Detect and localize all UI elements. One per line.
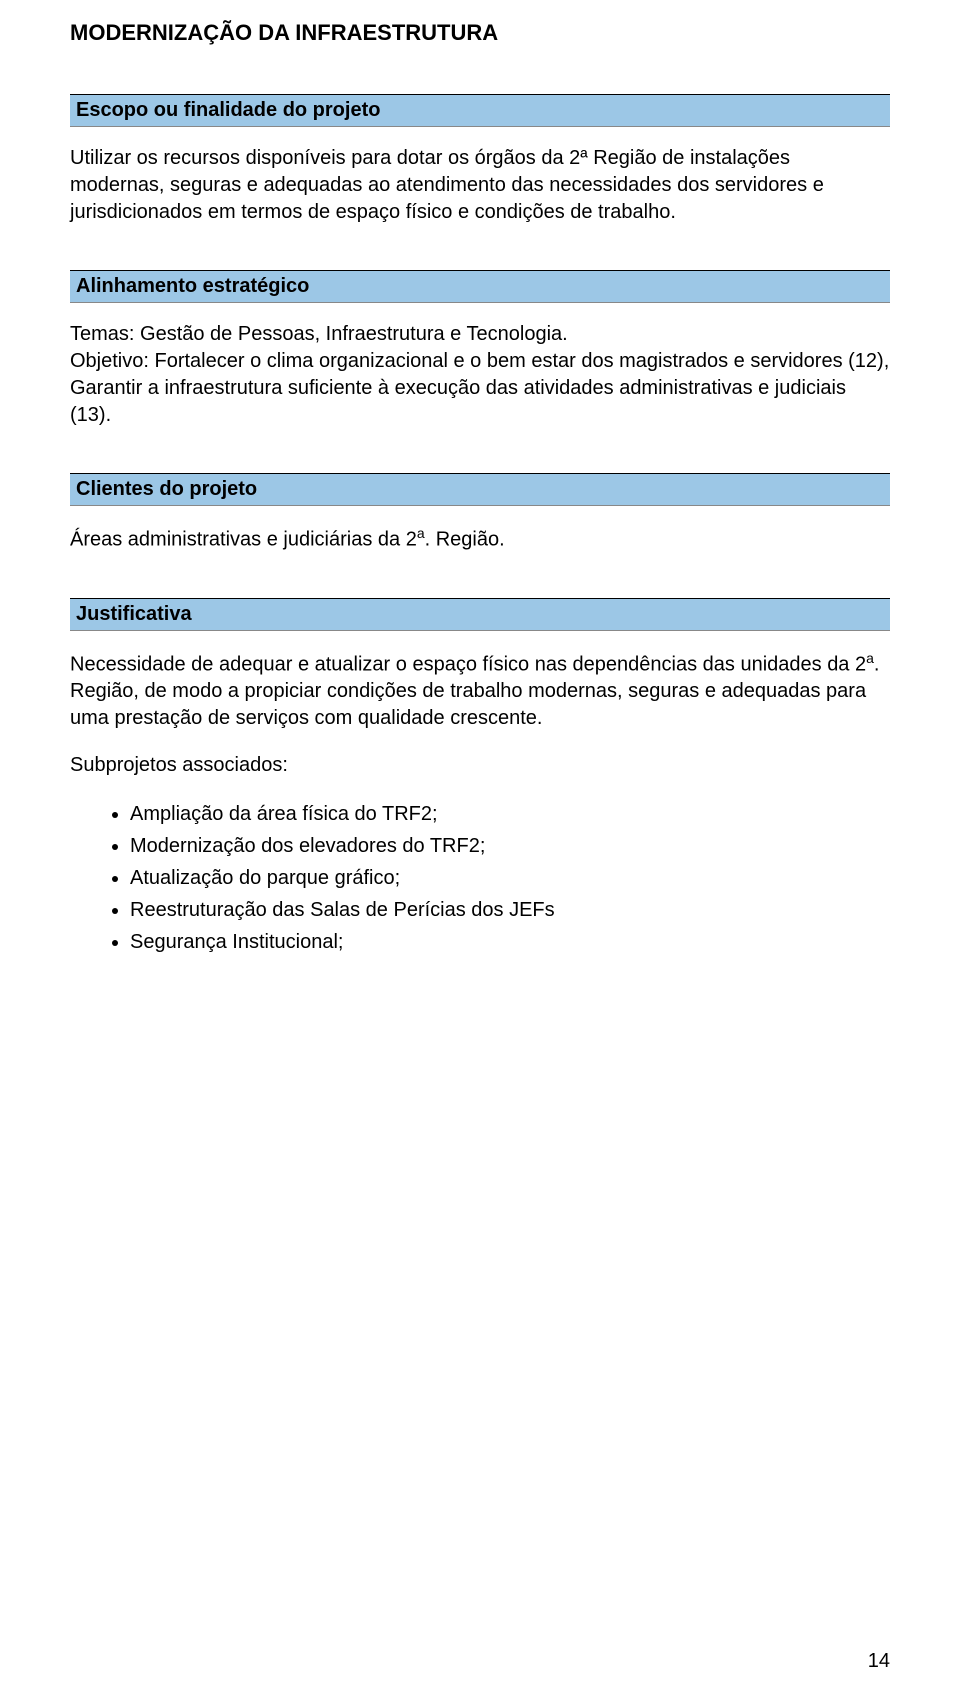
justificativa-para1: Necessidade de adequar e atualizar o esp… — [70, 649, 890, 733]
clientes-sup: a — [417, 525, 425, 541]
section-header-escopo: Escopo ou finalidade do projeto — [70, 94, 890, 127]
alinhamento-body: Temas: Gestão de Pessoas, Infraestrutura… — [70, 321, 890, 429]
justificativa-para1-pre: Necessidade de adequar e atualizar o esp… — [70, 653, 866, 675]
list-item: Reestruturação das Salas de Perícias dos… — [130, 895, 890, 925]
list-item: Segurança Institucional; — [130, 927, 890, 957]
subprojetos-list: Ampliação da área física do TRF2; Modern… — [70, 799, 890, 957]
section-header-justificativa: Justificativa — [70, 598, 890, 631]
section-header-alinhamento: Alinhamento estratégico — [70, 270, 890, 303]
page-number: 14 — [868, 1650, 890, 1673]
justificativa-para2: Subprojetos associados: — [70, 752, 890, 779]
justificativa-sup: a — [866, 650, 874, 666]
clientes-body-post: . Região. — [425, 529, 505, 551]
section-header-clientes: Clientes do projeto — [70, 473, 890, 506]
clientes-body: Áreas administrativas e judiciárias da 2… — [70, 524, 890, 554]
list-item: Ampliação da área física do TRF2; — [130, 799, 890, 829]
escopo-body: Utilizar os recursos disponíveis para do… — [70, 145, 890, 226]
page: MODERNIZAÇÃO DA INFRAESTRUTURA Escopo ou… — [0, 0, 960, 1697]
list-item: Atualização do parque gráfico; — [130, 863, 890, 893]
main-title: MODERNIZAÇÃO DA INFRAESTRUTURA — [70, 20, 890, 46]
list-item: Modernização dos elevadores do TRF2; — [130, 831, 890, 861]
clientes-body-pre: Áreas administrativas e judiciárias da 2 — [70, 529, 417, 551]
